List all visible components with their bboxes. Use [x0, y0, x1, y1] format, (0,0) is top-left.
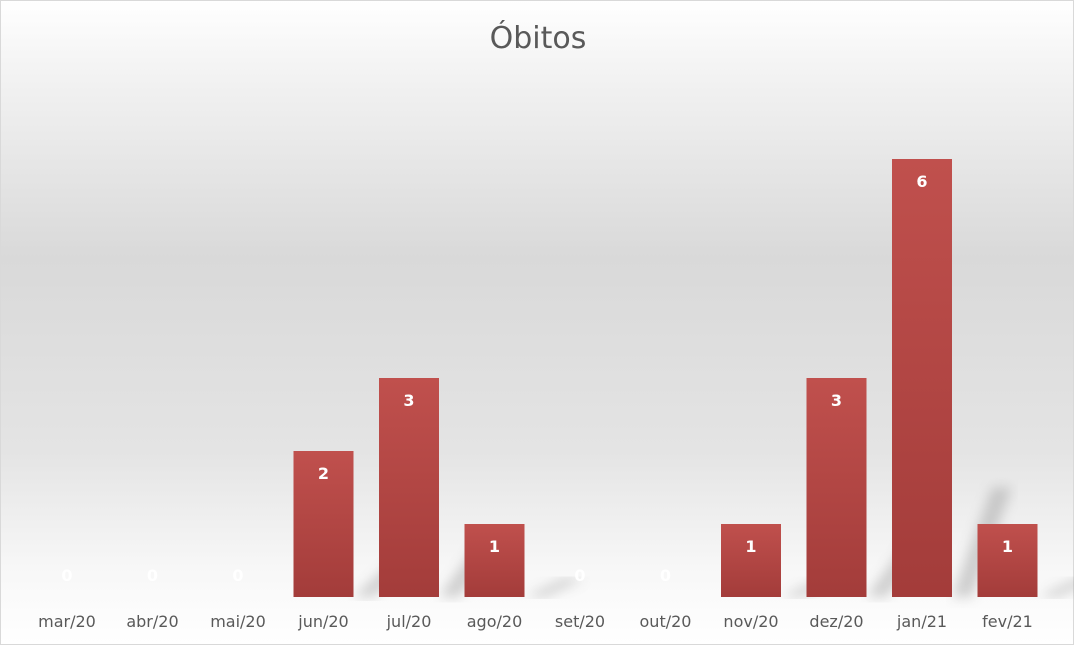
bar-shadow: [1038, 579, 1074, 597]
x-tick-label: jan/21: [896, 612, 947, 631]
data-label: 1: [1002, 537, 1013, 556]
data-label: 0: [147, 566, 158, 585]
x-tick-label: ago/20: [467, 612, 523, 631]
x-tick-label: set/20: [555, 612, 605, 631]
x-tick-label: jun/20: [297, 612, 348, 631]
data-label: 3: [831, 391, 842, 410]
x-tick-label: mar/20: [38, 612, 96, 631]
data-label: 3: [403, 391, 414, 410]
bar-fev-21: [978, 524, 1038, 597]
bar-dez-20: [807, 378, 867, 597]
x-tick-label: dez/20: [809, 612, 863, 631]
x-tick-label: jul/20: [386, 612, 432, 631]
bar-nov-20: [721, 524, 781, 597]
x-tick-label: fev/21: [982, 612, 1033, 631]
x-tick-label: mai/20: [210, 612, 266, 631]
data-label: 1: [745, 537, 756, 556]
bar-jan-21: [892, 159, 952, 597]
bar-jul-20: [379, 378, 439, 597]
data-label: 1: [489, 537, 500, 556]
x-tick-label: out/20: [640, 612, 692, 631]
x-tick-label: abr/20: [126, 612, 178, 631]
data-label: 6: [916, 172, 927, 191]
data-label: 0: [232, 566, 243, 585]
bar-ago-20: [465, 524, 525, 597]
data-label: 0: [660, 566, 671, 585]
data-label: 2: [318, 464, 329, 483]
data-label: 0: [574, 566, 585, 585]
x-tick-label: nov/20: [723, 612, 778, 631]
data-label: 0: [61, 566, 72, 585]
